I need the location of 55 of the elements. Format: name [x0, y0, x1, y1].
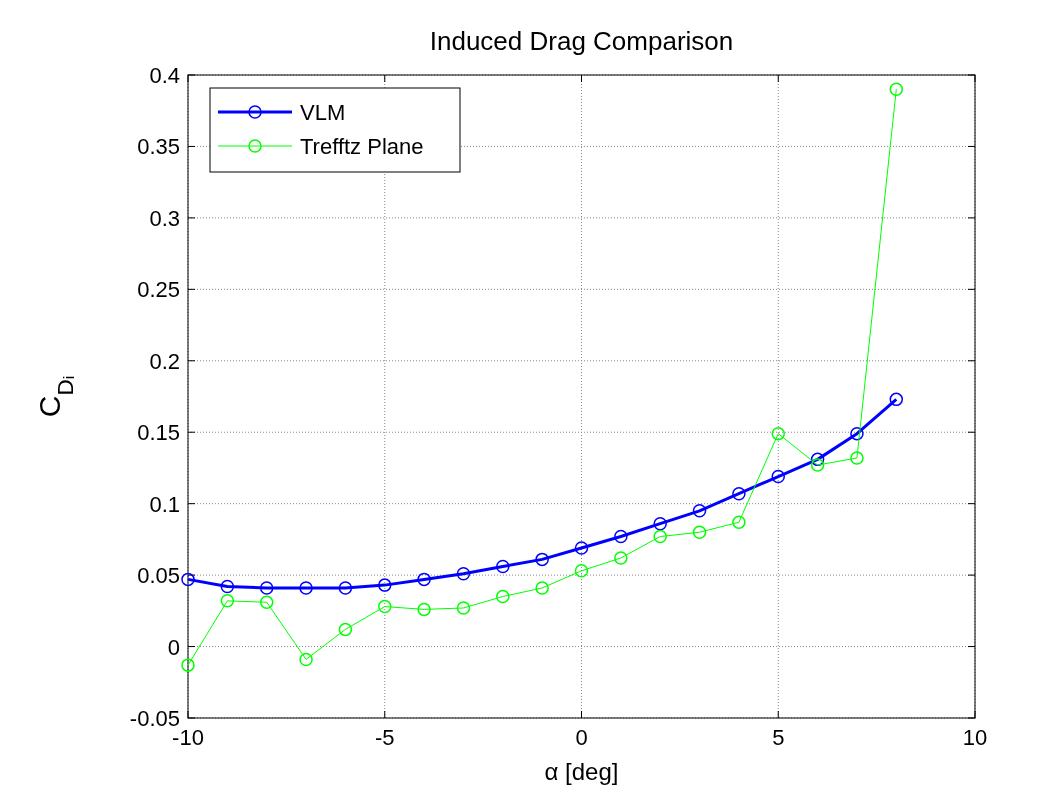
chart-title: Induced Drag Comparison [429, 26, 734, 56]
y-tick-label: 0.1 [149, 491, 180, 517]
point [810, 458, 825, 472]
x-tick-label: 10 [962, 725, 988, 750]
point [574, 564, 589, 578]
point [889, 392, 904, 407]
y-tick-label: 0.15 [137, 420, 180, 446]
point [653, 516, 667, 531]
point [496, 589, 510, 604]
point [574, 541, 589, 555]
point [732, 515, 746, 529]
point [535, 581, 549, 595]
point [850, 451, 864, 465]
point [692, 504, 707, 518]
y-tick-label: 0.4 [149, 63, 180, 88]
point [614, 551, 628, 565]
point [889, 82, 904, 97]
point [653, 529, 667, 544]
point [456, 601, 471, 615]
x-tick-label: -5 [374, 725, 395, 750]
point [181, 572, 195, 587]
y-tick-label: 0.3 [149, 205, 180, 231]
point [259, 595, 274, 610]
point [338, 581, 353, 595]
point [259, 581, 274, 595]
point [220, 594, 235, 608]
point [378, 578, 392, 592]
y-tick-label: 0.25 [137, 277, 180, 303]
point [338, 622, 353, 637]
point [181, 658, 195, 672]
point [771, 426, 785, 441]
y-tick-label: 0.2 [149, 348, 180, 374]
point [732, 486, 746, 501]
point [417, 602, 431, 617]
point [771, 469, 785, 484]
point [417, 572, 431, 587]
point [220, 579, 235, 594]
legend-label: Trefftz Plane [300, 134, 424, 159]
legend-label: VLM [300, 100, 346, 125]
y-tick-label: 0 [167, 634, 180, 660]
x-tick-label: 5 [772, 725, 785, 750]
point [496, 559, 510, 574]
point [456, 566, 471, 581]
point [810, 452, 825, 467]
point [535, 552, 549, 567]
point [850, 426, 864, 441]
y-tick-label: 0.35 [137, 134, 180, 160]
y-tick-label: 0.05 [137, 563, 180, 589]
point [378, 599, 392, 614]
point [299, 652, 313, 667]
x-axis-title: α [deg] [544, 758, 619, 785]
x-tick-label: 0 [575, 725, 588, 750]
point [692, 525, 707, 539]
point [614, 529, 628, 544]
point [299, 581, 313, 595]
